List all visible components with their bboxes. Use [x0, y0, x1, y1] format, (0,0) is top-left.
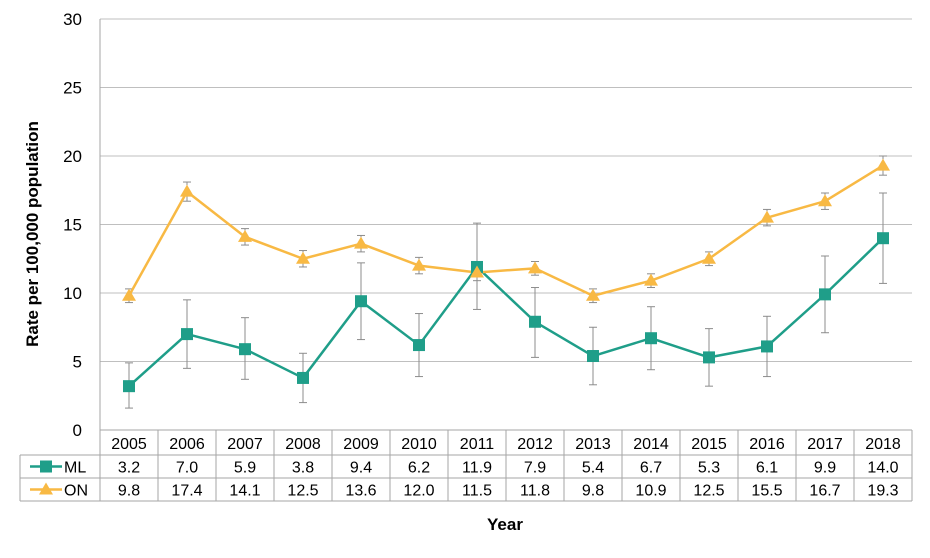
x-tick-label: 2013: [575, 436, 611, 453]
y-tick-label: 20: [63, 147, 82, 166]
table-cell: 14.1: [229, 483, 260, 500]
data-point-on: [586, 288, 600, 301]
x-tick-label: 2008: [285, 436, 321, 453]
table-cell: 9.4: [350, 460, 372, 477]
series-line-on: [127, 164, 884, 297]
x-tick-label: 2012: [517, 436, 553, 453]
series-lines: [127, 164, 884, 388]
x-tick-label: 2009: [343, 436, 379, 453]
data-point-on: [354, 236, 368, 249]
x-tick-label: 2015: [691, 436, 727, 453]
legend-marker-ml: [40, 460, 52, 473]
data-point-on: [876, 158, 890, 171]
table-cell: 9.9: [814, 460, 836, 477]
y-tick-label: 25: [63, 79, 82, 98]
data-point-on: [238, 229, 252, 242]
table-cell: 16.7: [809, 483, 840, 500]
x-tick-label: 2016: [749, 436, 785, 453]
table-cell: 11.9: [462, 460, 492, 477]
table-cell: 5.9: [234, 460, 256, 477]
x-tick-label: 2018: [865, 436, 901, 453]
gridlines: [100, 18, 912, 362]
data-point-ml: [587, 350, 599, 363]
y-tick-label: 0: [73, 421, 82, 440]
data-point-on: [702, 251, 716, 264]
table-cell: 11.5: [462, 483, 492, 500]
y-tick-label: 15: [63, 216, 82, 235]
data-point-ml: [529, 315, 541, 328]
x-tick-label: 2007: [227, 436, 263, 453]
x-axis-title: Year: [487, 515, 523, 534]
table-cell: 7.9: [524, 460, 546, 477]
data-point-ml: [413, 339, 425, 352]
x-tick-label: 2006: [169, 436, 205, 453]
table-cell: 12.5: [287, 483, 318, 500]
table-cell: 10.9: [635, 483, 666, 500]
data-point-on: [644, 273, 658, 286]
table-cell: 15.5: [751, 483, 782, 500]
data-point-on: [760, 210, 774, 223]
table-cell: 6.7: [640, 460, 662, 477]
data-point-ml: [181, 328, 193, 341]
data-table: 2005 2006 2007 2008 2009 2010 2011 2012 2013 2014…: [19, 19, 913, 502]
table-cell: 14.0: [867, 460, 898, 477]
y-axis-title: Rate per 100,000 population: [23, 121, 42, 347]
table-cell: 5.3: [698, 460, 720, 477]
table-cell: 11.8: [520, 483, 550, 500]
data-point-on: [412, 258, 426, 271]
x-tick-label: 2005: [111, 436, 147, 453]
x-tick-label: 2017: [807, 436, 843, 453]
data-point-on: [818, 194, 832, 207]
legend-label: ML: [64, 460, 86, 477]
data-point-on: [528, 261, 542, 274]
data-point-ml: [819, 288, 831, 301]
table-cell: 6.1: [756, 460, 778, 477]
table-cell: 9.8: [582, 483, 604, 500]
data-point-on: [122, 288, 136, 301]
data-point-ml: [297, 371, 309, 384]
table-cell: 12.5: [693, 483, 724, 500]
table-cell: 7.0: [176, 460, 198, 477]
table-cell: 12.0: [403, 483, 434, 500]
table-cell: 3.8: [292, 460, 314, 477]
data-point-ml: [355, 295, 367, 308]
y-tick-label: 10: [63, 284, 82, 303]
table-cell: 17.4: [171, 483, 202, 500]
data-point-on: [180, 184, 194, 197]
error-bars: [125, 155, 887, 409]
table-cell: 3.2: [118, 460, 140, 477]
table-cell: 6.2: [408, 460, 430, 477]
data-point-on: [470, 265, 484, 278]
legend-label: ON: [64, 483, 88, 500]
data-point-ml: [877, 232, 889, 245]
table-cell: 19.3: [867, 483, 898, 500]
x-tick-label: 2011: [460, 436, 495, 453]
data-point-ml: [645, 332, 657, 345]
series-markers: [122, 158, 890, 393]
table-cell: 13.6: [345, 483, 376, 500]
x-tick-label: 2014: [633, 436, 669, 453]
data-point-ml: [123, 380, 135, 393]
table-cell: 5.4: [582, 460, 604, 477]
y-axis-ticks: 0 5 10 15 20 25 30: [63, 10, 82, 440]
data-point-ml: [761, 340, 773, 353]
legend-marker-on: [39, 482, 53, 495]
y-tick-label: 5: [73, 353, 82, 372]
data-point-ml: [703, 351, 715, 364]
data-point-ml: [239, 343, 251, 356]
series-line-ml: [128, 237, 884, 388]
y-tick-label: 30: [63, 10, 82, 29]
table-cell: 9.8: [118, 483, 140, 500]
x-tick-label: 2010: [401, 436, 437, 453]
data-point-on: [296, 251, 310, 264]
